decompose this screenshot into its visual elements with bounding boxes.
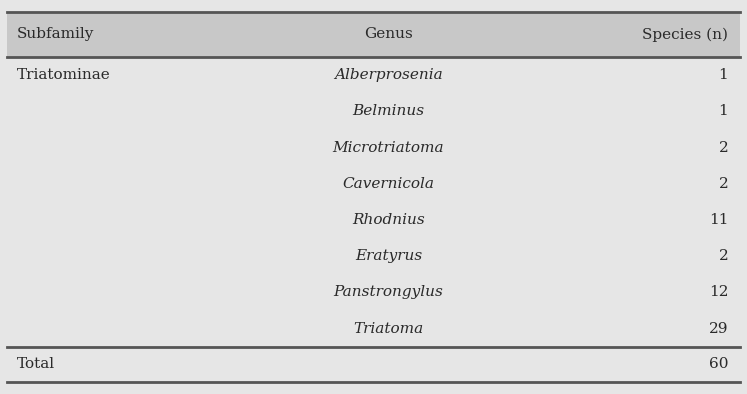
Text: Eratyrus: Eratyrus: [355, 249, 422, 263]
Text: Genus: Genus: [364, 28, 413, 41]
Text: Alberprosenia: Alberprosenia: [334, 68, 443, 82]
Text: Triatoma: Triatoma: [353, 322, 424, 336]
Text: Cavernicola: Cavernicola: [342, 177, 435, 191]
Bar: [7, 347, 740, 382]
Text: 2: 2: [719, 141, 728, 154]
Text: Triatominae: Triatominae: [16, 68, 111, 82]
Text: 29: 29: [709, 322, 728, 336]
Text: Subfamily: Subfamily: [16, 28, 94, 41]
Text: Rhodnius: Rhodnius: [352, 213, 425, 227]
Bar: [7, 12, 740, 57]
Text: 1: 1: [719, 104, 728, 119]
Text: 60: 60: [709, 357, 728, 372]
Text: Total: Total: [16, 357, 55, 372]
Text: 12: 12: [709, 285, 728, 299]
Text: Species (n): Species (n): [642, 27, 728, 42]
Text: 2: 2: [719, 249, 728, 263]
Text: Microtriatoma: Microtriatoma: [332, 141, 444, 154]
Text: 2: 2: [719, 177, 728, 191]
Text: Belminus: Belminus: [353, 104, 424, 119]
Text: 1: 1: [719, 68, 728, 82]
Text: Panstrongylus: Panstrongylus: [333, 285, 444, 299]
Text: 11: 11: [709, 213, 728, 227]
